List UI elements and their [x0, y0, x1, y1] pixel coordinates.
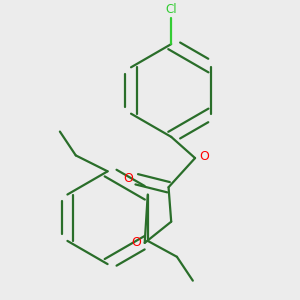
Text: O: O [199, 150, 209, 163]
Text: O: O [131, 236, 141, 249]
Text: Cl: Cl [165, 3, 177, 16]
Text: O: O [124, 172, 134, 185]
